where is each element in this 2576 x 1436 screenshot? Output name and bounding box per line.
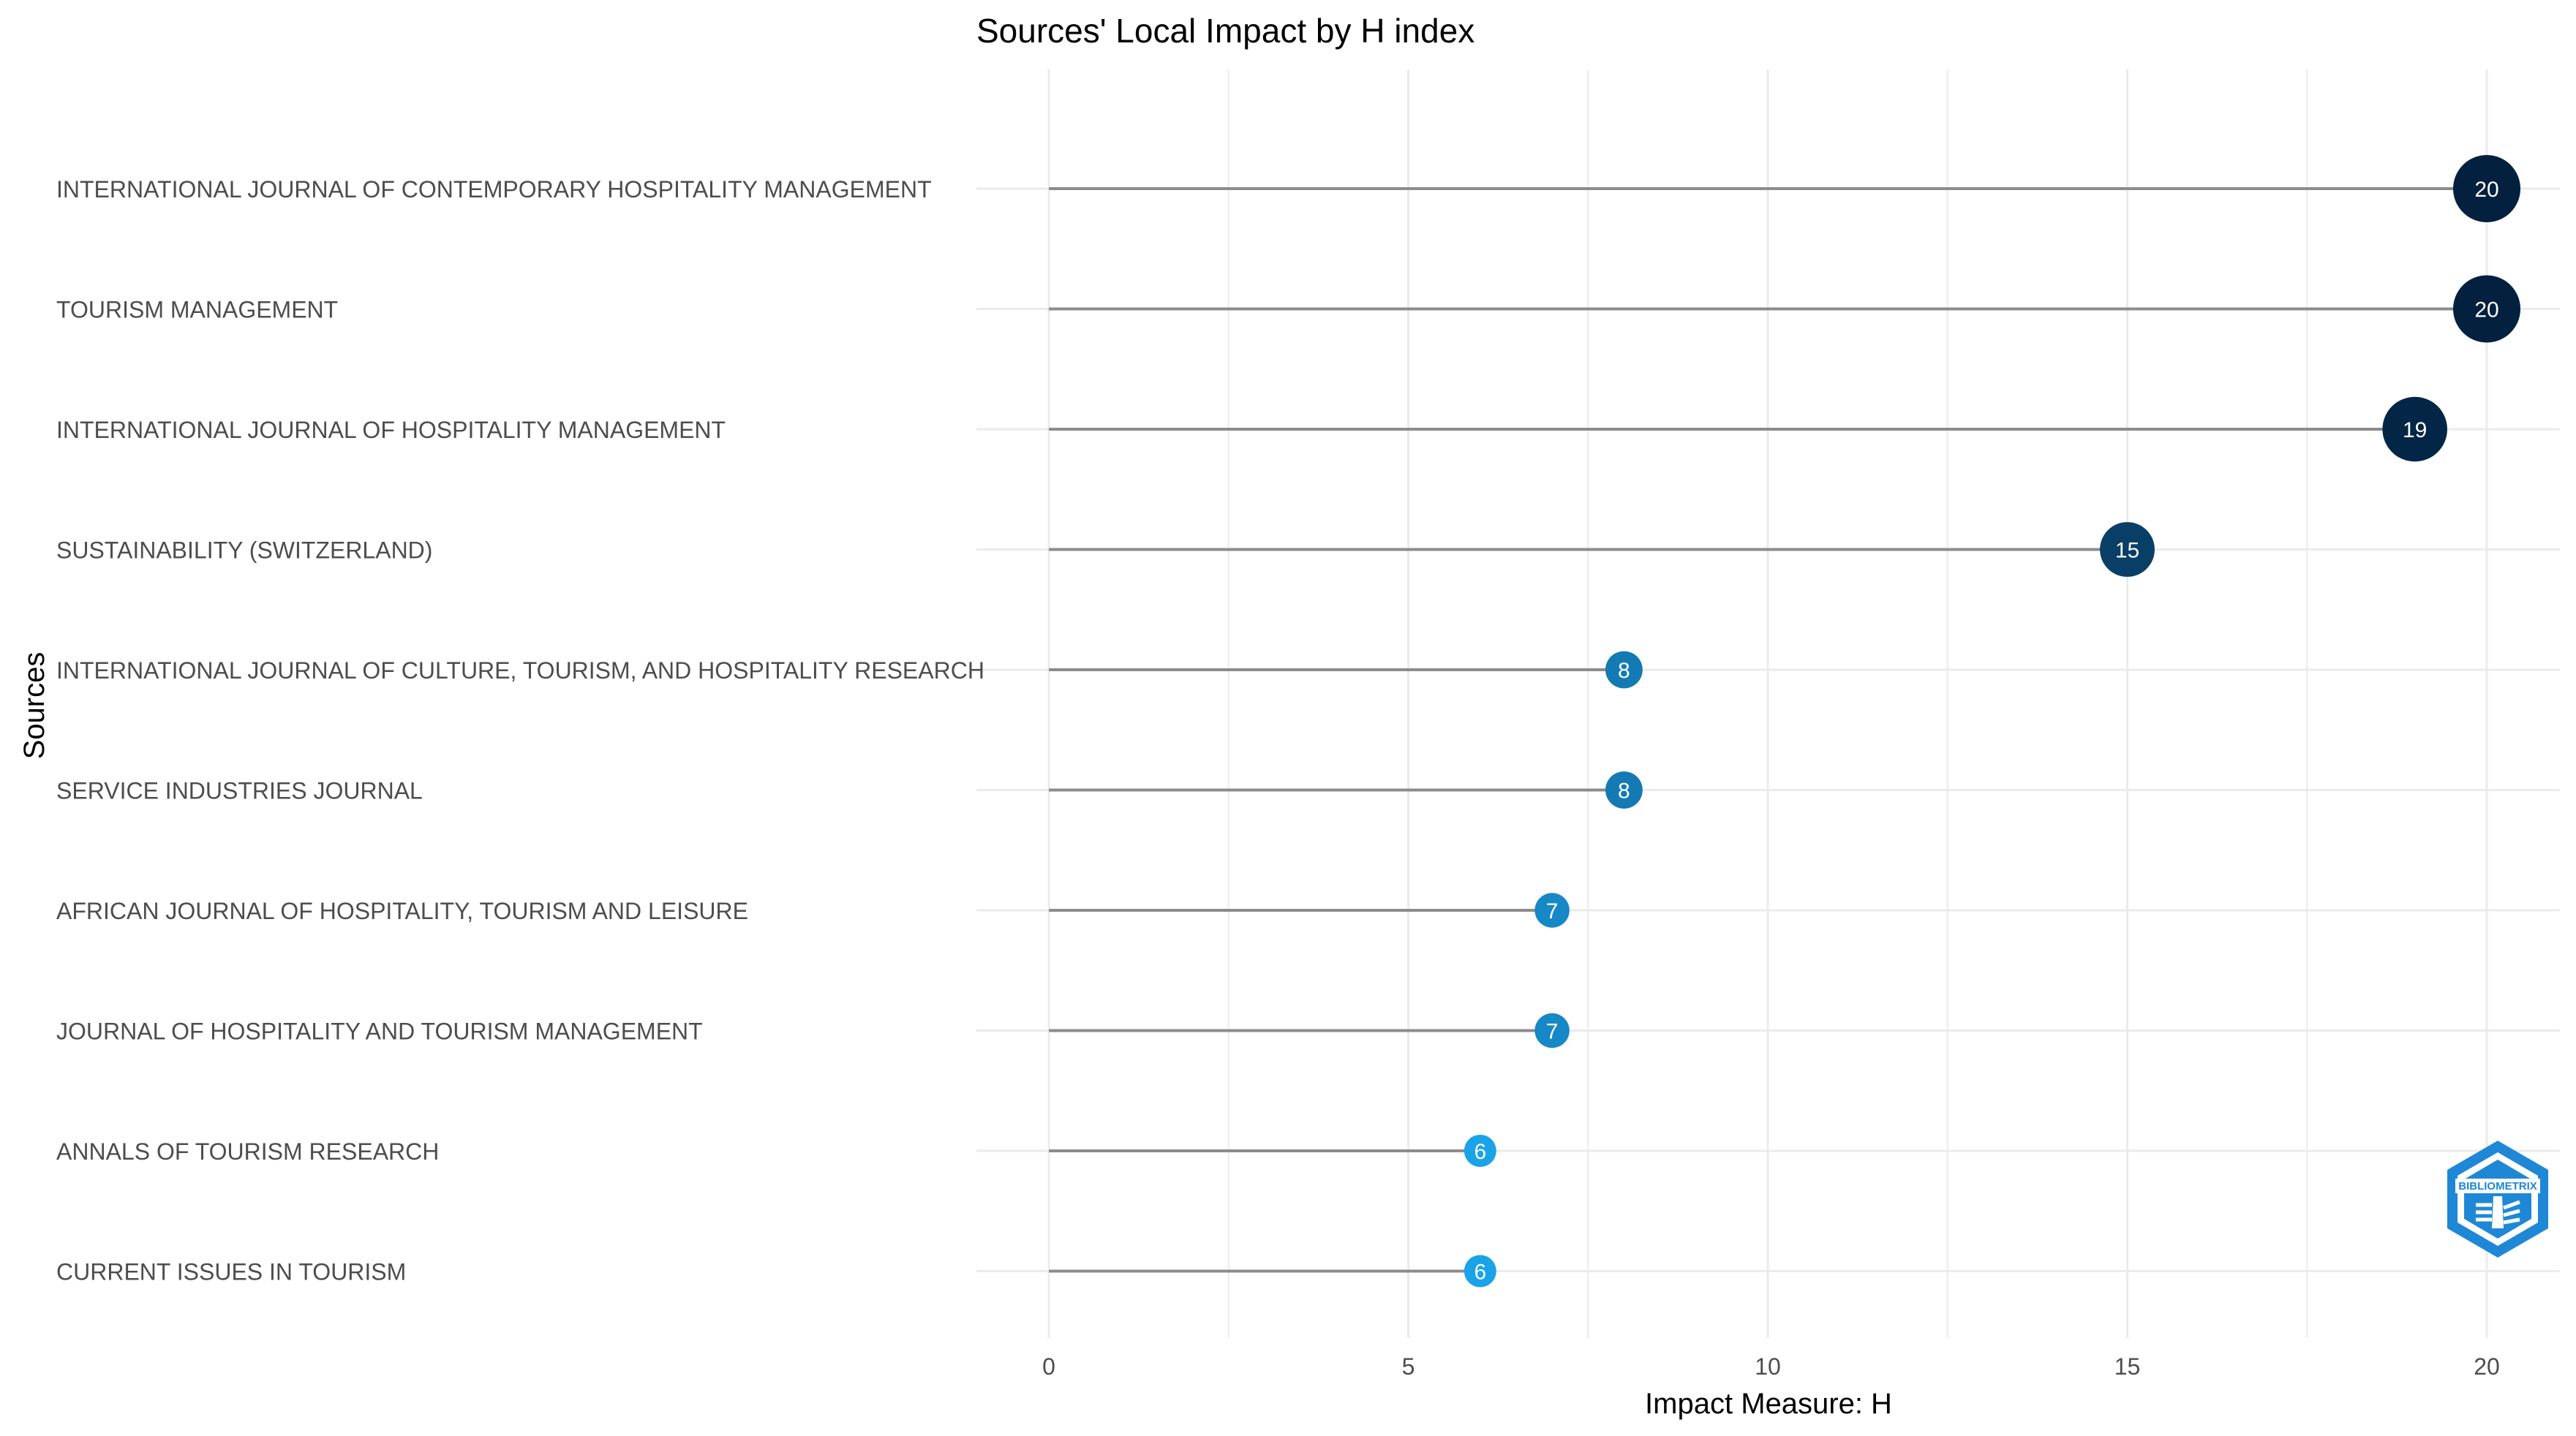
lollipop-dot [2453, 155, 2520, 222]
category-label: INTERNATIONAL JOURNAL OF HOSPITALITY MAN… [56, 417, 726, 443]
category-label: JOURNAL OF HOSPITALITY AND TOURISM MANAG… [56, 1019, 703, 1045]
x-tick-label: 15 [2114, 1353, 2141, 1380]
data-label: 7 [1546, 1020, 1559, 1044]
data-label: 6 [1474, 1261, 1486, 1285]
dot-layer: 20 20 19 15 8 8 7 7 6 6 [1464, 155, 2520, 1288]
x-axis-title: Impact Measure: H [1645, 1388, 1892, 1420]
data-label: 8 [1618, 779, 1630, 804]
tick-layer: 0 5 10 15 20 [1042, 1353, 2500, 1380]
data-label: 6 [1474, 1140, 1486, 1164]
lollipop-dot [1605, 771, 1643, 809]
stem-layer [1049, 187, 2487, 1273]
data-label: 19 [2403, 418, 2427, 442]
category-label: CURRENT ISSUES IN TOURISM [56, 1259, 406, 1285]
data-label: 20 [2474, 178, 2498, 202]
lollipop-dot [1605, 651, 1643, 689]
lollipop-dot [1534, 893, 1570, 928]
category-label: SUSTAINABILITY (SWITZERLAND) [56, 537, 432, 564]
x-tick-label: 20 [2474, 1353, 2500, 1380]
category-label: INTERNATIONAL JOURNAL OF CULTURE, TOURIS… [56, 657, 984, 684]
x-tick-label: 10 [1755, 1353, 1781, 1380]
data-label: 20 [2474, 298, 2498, 322]
data-label: 7 [1546, 899, 1559, 923]
category-label: AFRICAN JOURNAL OF HOSPITALITY, TOURISM … [56, 898, 748, 924]
x-tick-label: 5 [1402, 1353, 1415, 1380]
data-label: 8 [1618, 659, 1630, 683]
lollipop-dot [2453, 275, 2520, 343]
chart-title: Sources' Local Impact by H index [976, 12, 1475, 50]
category-label: TOURISM MANAGEMENT [56, 297, 338, 323]
lollipop-dot [2100, 522, 2155, 577]
lollipop-dot [2382, 396, 2447, 462]
lollipop-dot [1464, 1255, 1496, 1288]
bibliometrix-logo: BIBLIOMETRIX [2447, 1141, 2548, 1258]
lollipop-dot [1534, 1013, 1570, 1048]
x-tick-label: 0 [1042, 1353, 1055, 1380]
y-axis-title: Sources [18, 652, 50, 760]
data-label: 15 [2115, 539, 2139, 563]
lollipop-dot [1464, 1135, 1496, 1167]
label-layer: INTERNATIONAL JOURNAL OF CONTEMPORARY HO… [56, 176, 984, 1285]
category-label: INTERNATIONAL JOURNAL OF CONTEMPORARY HO… [56, 176, 932, 203]
category-label: ANNALS OF TOURISM RESEARCH [56, 1138, 439, 1165]
category-label: SERVICE INDUSTRIES JOURNAL [56, 778, 423, 804]
logo-text: BIBLIOMETRIX [2458, 1180, 2537, 1193]
